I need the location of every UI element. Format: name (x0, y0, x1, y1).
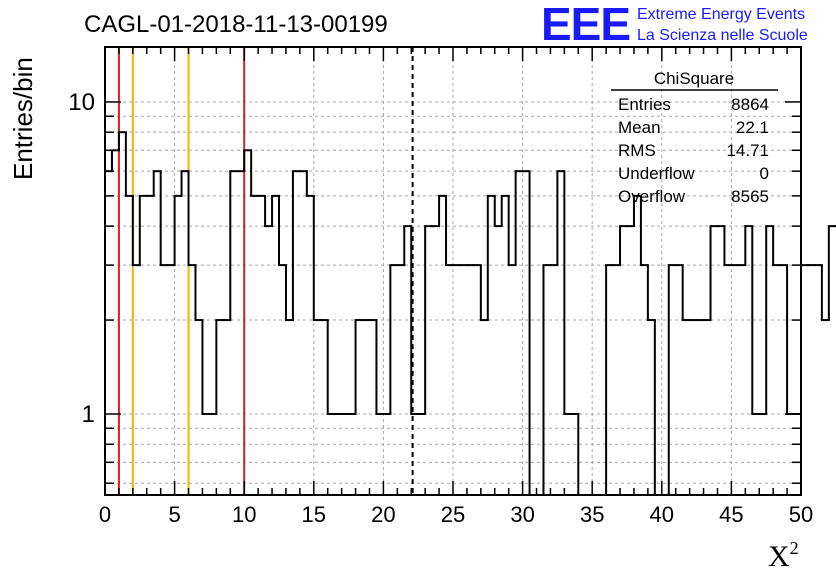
x-tick-label: 45 (719, 502, 743, 527)
logo-line-2: La Scienza nelle Scuole (637, 27, 808, 44)
stats-row-label: Mean (618, 118, 661, 137)
x-tick-label: 35 (580, 502, 604, 527)
x-tick-label: 25 (441, 502, 465, 527)
x-axis-label: X2 (768, 538, 799, 572)
plot-bottom-mask (0, 496, 836, 572)
stats-box-title: ChiSquare (654, 69, 734, 88)
stats-row-label: Entries (618, 95, 671, 114)
y-tick-label: 1 (82, 401, 95, 428)
marker-lines (117, 47, 414, 495)
x-tick-label: 10 (232, 502, 256, 527)
axes: 0 5 10 15 20 25 30 35 40 45 50 1 10 (68, 46, 813, 527)
x-tick-label: 15 (302, 502, 326, 527)
x-tick-label: 30 (510, 502, 534, 527)
stats-row-label: Overflow (618, 187, 686, 206)
x-tick-label: 5 (168, 502, 180, 527)
stats-row-value: 8565 (731, 187, 769, 206)
x-tick-label: 0 (99, 502, 111, 527)
histogram-bins (0, 131, 836, 572)
eee-logo: EEE Extreme Energy Events La Scienza nel… (541, 0, 808, 50)
x-axis-label-superscript: 2 (790, 538, 799, 558)
logo-line-1: Extreme Energy Events (637, 6, 805, 23)
y-axis-label: Entries/bin (8, 57, 38, 180)
x-tick-label: 40 (650, 502, 674, 527)
chart-title: CAGL-01-2018-11-13-00199 (84, 11, 388, 38)
x-tick-label: 50 (789, 502, 813, 527)
stats-row-label: Underflow (618, 164, 695, 183)
stats-row-value: 14.71 (726, 141, 769, 160)
x-tick-label: 20 (371, 502, 395, 527)
stats-row-value: 22.1 (736, 118, 769, 137)
logo-letters: EEE (541, 0, 630, 50)
stats-box: ChiSquare Entries 8864 Mean 22.1 RMS 14.71 Unde… (611, 69, 778, 206)
stats-row-value: 0 (760, 164, 769, 183)
stats-row-label: RMS (618, 141, 656, 160)
y-tick-label: 10 (68, 89, 95, 116)
stats-row-value: 8864 (731, 95, 769, 114)
